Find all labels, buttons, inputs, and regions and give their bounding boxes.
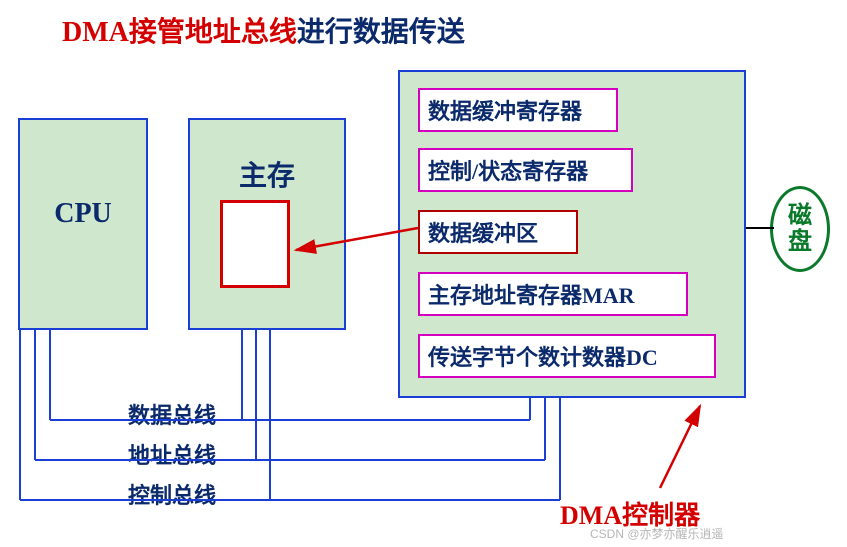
cpu-box: CPU xyxy=(18,118,148,330)
diagram-title: DMA接管地址总线进行数据传送 xyxy=(62,10,465,50)
title-suffix: 进行数据传送 xyxy=(297,17,465,48)
bus-label-control: 控制总线 xyxy=(128,478,216,510)
arrow-label-to-dma xyxy=(660,406,700,488)
memory-label: 主存 xyxy=(190,154,344,194)
dma-reg-control-status-register: 控制/状态寄存器 xyxy=(418,148,633,192)
dma-reg-data-buffer-register: 数据缓冲寄存器 xyxy=(418,88,618,132)
disk-char-2: 盘 xyxy=(788,229,812,255)
watermark: CSDN @亦梦亦醒乐逍遥 xyxy=(590,525,724,542)
dma-reg-dc: 传送字节个数计数器DC xyxy=(418,334,716,378)
dma-reg-data-buffer-area: 数据缓冲区 xyxy=(418,210,578,254)
memory-inner-slot xyxy=(220,200,290,288)
title-prefix: DMA xyxy=(62,17,129,48)
title-middle: 接管地址总线 xyxy=(129,17,297,48)
disk-char-1: 磁 xyxy=(788,203,812,229)
bus-label-address: 地址总线 xyxy=(128,438,216,470)
cpu-label: CPU xyxy=(20,198,146,230)
dma-reg-mar: 主存地址寄存器MAR xyxy=(418,272,688,316)
disk-node: 磁 盘 xyxy=(770,186,830,272)
bus-label-data: 数据总线 xyxy=(128,398,216,430)
